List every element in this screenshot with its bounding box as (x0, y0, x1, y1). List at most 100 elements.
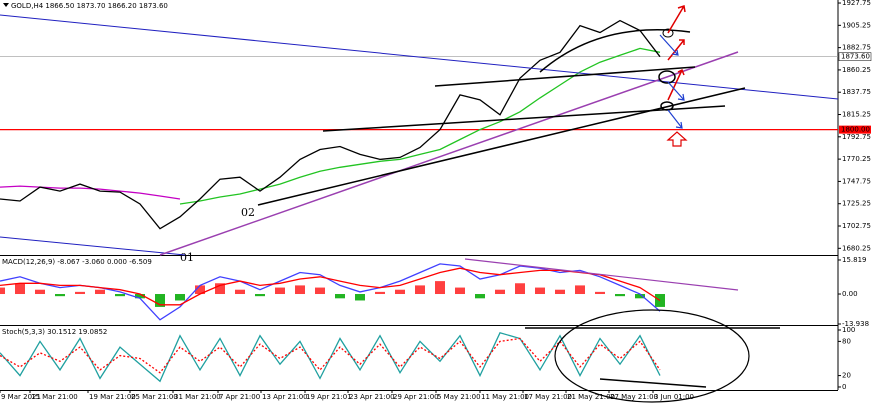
drawings (0, 3, 839, 403)
y-tick-label: 0 (842, 383, 846, 391)
x-tick-label: 17 May 21:00 (524, 393, 572, 401)
y-tick-label: 1725.25 (842, 200, 871, 208)
trend-line (464, 258, 739, 291)
trend-line (434, 66, 696, 87)
ellipse (554, 309, 750, 403)
x-tick-label: 13 Apr 21:00 (262, 393, 308, 401)
x-tick-label: 27 May 21:00 (610, 393, 658, 401)
panel-title: Stoch(5,3,3) 30.1512 19.0852 (2, 328, 107, 336)
y-tick-label: 1770.25 (842, 155, 871, 163)
y-tick-label: 20 (842, 372, 851, 380)
histogram-bar (115, 294, 125, 297)
y-tick-label: 1837.75 (842, 88, 871, 96)
histogram-bar (455, 287, 465, 295)
panel-title: GOLD,H4 1866.50 1873.70 1866.20 1873.60 (11, 2, 168, 10)
histogram-bar (355, 294, 365, 301)
histogram-bar (95, 289, 105, 295)
histogram-bar (275, 287, 285, 295)
x-tick-label: 19 Mar 21:00 (89, 393, 136, 401)
histogram-bar (15, 283, 25, 295)
histogram-bar (575, 285, 585, 295)
y-tick-label: 1860.25 (842, 66, 871, 74)
x-tick-label: 3 Jun 01:00 (654, 393, 694, 401)
y-tick-label: 1747.75 (842, 177, 871, 185)
x-tick-label: 7 Apr 21:00 (219, 393, 260, 401)
y-tick-label: 0.00 (842, 290, 858, 298)
circle-mark (658, 70, 676, 84)
y-tick-label: 1905.25 (842, 21, 871, 29)
arrow (667, 81, 685, 101)
histogram-bar (555, 289, 565, 295)
histogram-bar (235, 289, 245, 295)
x-tick-label: 31 Mar 21:00 (174, 393, 221, 401)
series-line (0, 19, 661, 230)
histogram-bar (635, 294, 645, 299)
y-tick-label: -13.938 (842, 320, 869, 328)
x-tick-label: 23 Apr 21:00 (349, 393, 395, 401)
y-tick-label: 1815.25 (842, 111, 871, 119)
histogram-bar (0, 287, 5, 295)
histogram-bar (55, 294, 65, 297)
histogram-bar (75, 291, 85, 295)
y-tick-label: 15.819 (842, 256, 867, 264)
histogram-bar (135, 294, 145, 299)
histogram-bar (535, 287, 545, 295)
histogram-bar (155, 294, 165, 307)
y-tick-label: 1882.75 (842, 44, 871, 52)
histogram-bar (315, 287, 325, 295)
y-tick-label: 1792.75 (842, 133, 871, 141)
histogram-bar (35, 289, 45, 295)
price-label: 1873.60 (841, 53, 870, 61)
x-tick-label: 25 Mar 21:00 (131, 393, 178, 401)
x-tick-label: 29 Apr 21:00 (393, 393, 439, 401)
x-tick-label: 9 Mar 2021 (1, 393, 41, 401)
arrow (667, 39, 685, 61)
trend-line (599, 378, 707, 388)
up-arrow (666, 131, 688, 147)
histogram-bar (375, 291, 385, 295)
histogram-bar (295, 285, 305, 295)
histogram-bar (435, 281, 445, 295)
trend-line (159, 51, 739, 256)
x-tick-label: 21 May 21:00 (567, 393, 615, 401)
trend-line (0, 14, 839, 100)
y-tick-label: 100 (842, 326, 855, 334)
y-tick-label: 80 (842, 337, 851, 345)
price-label-box (838, 52, 872, 61)
x-tick-label: 11 May 21:00 (481, 393, 529, 401)
trend-line (322, 105, 726, 132)
annotation: 02 (241, 206, 255, 219)
circle-mark (662, 28, 674, 38)
histogram-bar (195, 285, 205, 295)
histogram-bar (615, 294, 625, 297)
arrow (667, 109, 683, 129)
x-tick-label: 19 Apr 21:01 (306, 393, 352, 401)
circle-mark (660, 101, 674, 111)
arrow (667, 68, 685, 101)
y-tick-label: 1927.75 (842, 0, 871, 7)
y-tick-label: 1702.75 (842, 222, 871, 230)
histogram-bar (255, 294, 265, 297)
series-line (0, 267, 661, 306)
histogram-bar (415, 285, 425, 295)
price-label: 1800.00 (841, 126, 870, 134)
arrow (659, 34, 679, 56)
x-tick-label: 5 May 21:00 (437, 393, 481, 401)
histogram-bar (475, 294, 485, 299)
price-label-box (839, 125, 871, 134)
histogram-bar (215, 283, 225, 295)
series-line (0, 185, 181, 200)
arrow (667, 5, 686, 34)
histogram-bar (495, 289, 505, 295)
series-line (179, 47, 661, 205)
trend-line (0, 236, 186, 256)
series-line (0, 337, 661, 374)
histogram-bar (175, 294, 185, 301)
histogram-bar (515, 283, 525, 295)
panel-title: MACD(12,26,9) -8.067 -3.060 0.000 -6.509 (2, 258, 152, 266)
histogram-bar (335, 294, 345, 299)
annotation: 01 (180, 251, 194, 264)
trend-line (257, 87, 746, 206)
